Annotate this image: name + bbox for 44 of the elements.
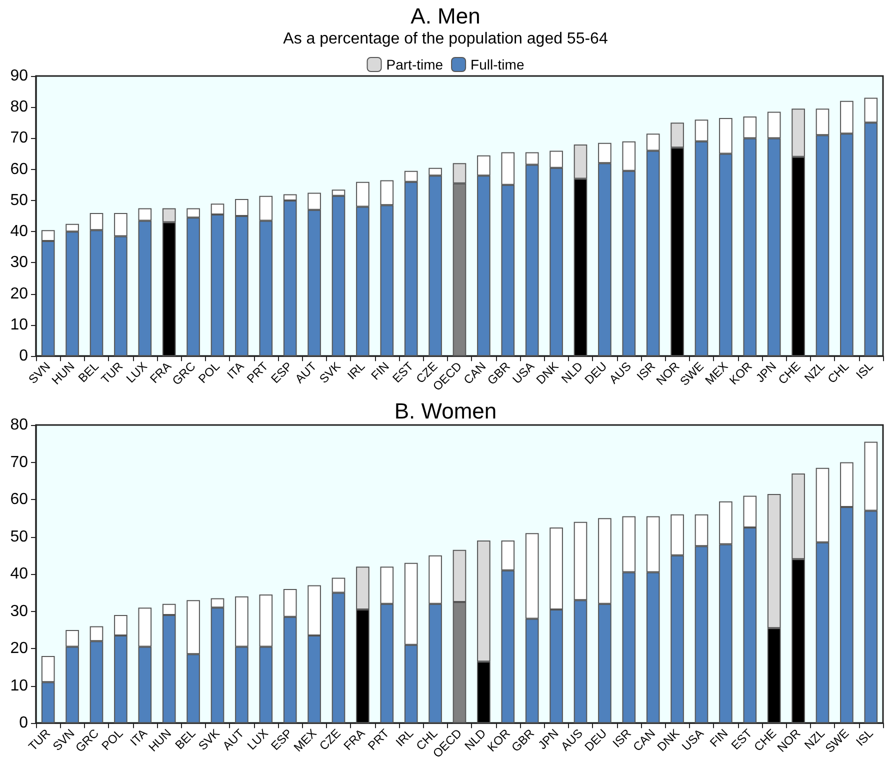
y-tick-label: 80 [10, 416, 28, 434]
y-tick-label: 20 [10, 640, 28, 658]
x-tick-label: FRA [147, 359, 174, 386]
x-tick-label: FRA [340, 726, 368, 754]
x-tick-label: NLD [558, 358, 586, 386]
x-tick-label: POL [196, 358, 223, 386]
y-tick-label: 40 [10, 566, 28, 583]
x-tick-label: JPN [753, 359, 780, 386]
y-tick-label: 50 [10, 192, 28, 209]
x-tick-label: ITA [127, 726, 150, 749]
y-tick-label: 20 [10, 285, 28, 302]
y-tick-label: 80 [10, 98, 28, 116]
x-tick-label: ISL [853, 726, 876, 749]
x-tick-label: IRL [344, 358, 368, 382]
x-tick-label: USA [679, 726, 706, 754]
x-tick-label: POL [98, 726, 126, 754]
legend-label: Full-time [470, 56, 524, 72]
x-tick-label: BEL [172, 726, 198, 752]
y-tick-label: 40 [10, 223, 28, 240]
y-tick-label: 60 [10, 160, 28, 178]
chart-title: A. Men [410, 4, 480, 28]
x-tick-label: ITA [224, 359, 247, 382]
x-tick-label: FIN [368, 359, 392, 383]
y-tick-label: 70 [10, 130, 28, 147]
legend-label: Part-time [386, 56, 444, 72]
y-tick-label: 0 [19, 714, 28, 732]
y-tick-label: 30 [10, 602, 28, 620]
x-tick-label: ISR [610, 726, 634, 750]
x-tick-label: JPN [535, 726, 562, 752]
y-tick-label: 50 [10, 528, 28, 546]
y-tick-label: 0 [19, 348, 28, 365]
x-tick-label: TUR [26, 726, 54, 754]
y-tick-label: 90 [10, 68, 28, 84]
y-tick-label: 10 [10, 316, 28, 334]
x-tick-label: FIN [707, 726, 731, 750]
y-tick-label: 10 [10, 677, 28, 694]
chart-subtitle: As a percentage of the population aged 55-64 [283, 30, 608, 48]
chart-title: B. Women [394, 398, 497, 424]
x-tick-label: IRL [392, 726, 416, 750]
y-tick-label: 70 [10, 454, 28, 471]
x-tick-label: ISL [853, 358, 876, 382]
y-tick-label: 60 [10, 491, 28, 508]
y-tick-label: 30 [10, 254, 28, 272]
x-tick-label: USA [510, 359, 538, 387]
